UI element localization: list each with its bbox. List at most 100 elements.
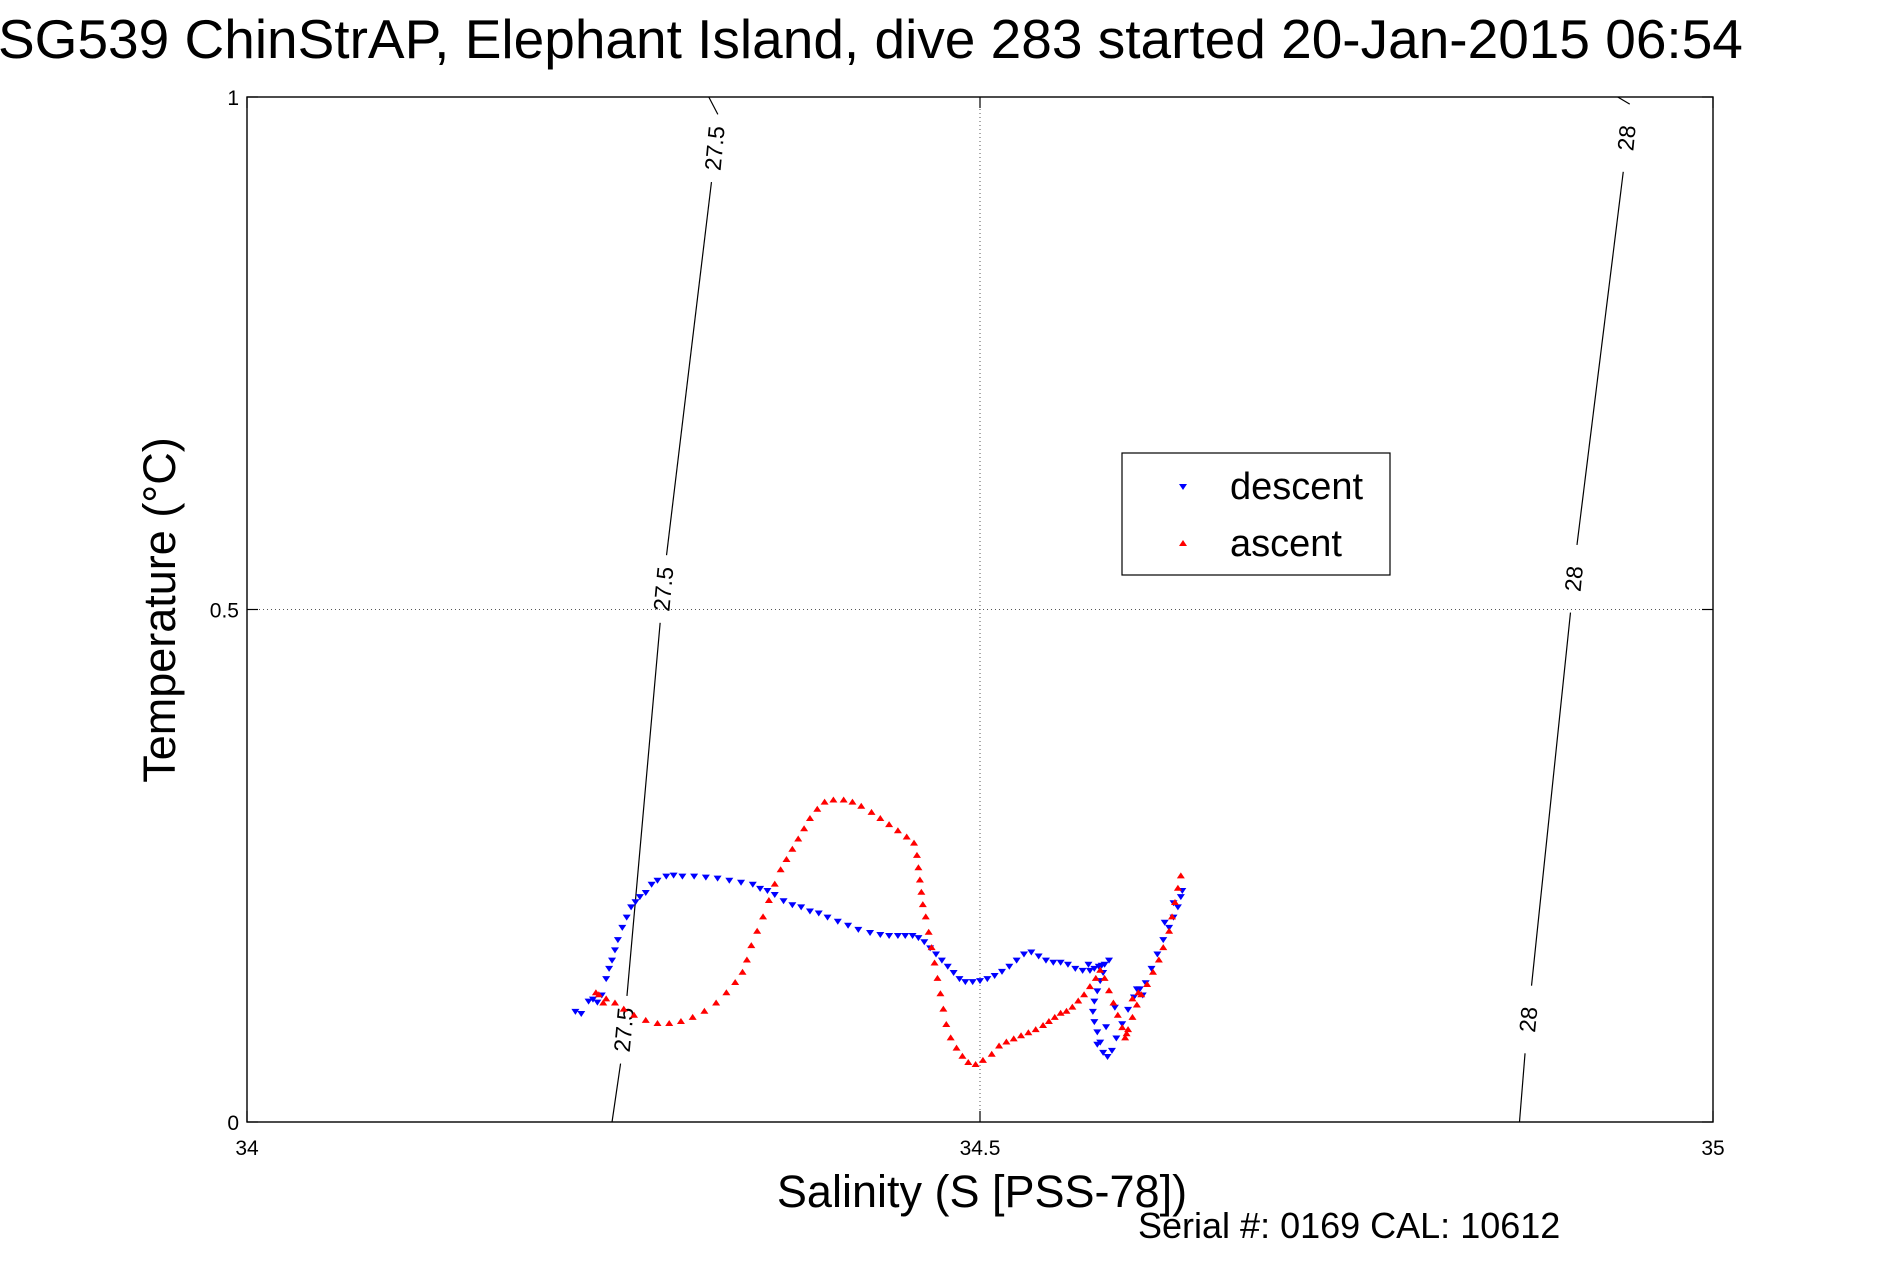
y-tick-label: 0.5 xyxy=(210,600,239,623)
ascent-point xyxy=(1122,1030,1131,1037)
ascent-point xyxy=(829,796,838,803)
ascent-point xyxy=(912,851,921,858)
descent-point xyxy=(1056,959,1065,966)
descent-point xyxy=(1153,951,1162,958)
descent-point xyxy=(756,885,765,892)
legend-box xyxy=(1121,452,1391,576)
ascent-point xyxy=(1124,1026,1133,1033)
descent-point xyxy=(653,877,662,884)
descent-point xyxy=(1173,904,1182,911)
ascent-point xyxy=(1170,899,1179,906)
descent-point xyxy=(631,899,640,906)
descent-point xyxy=(788,902,797,909)
descent-point xyxy=(983,976,992,983)
legend-descent-label: descent xyxy=(1230,466,1364,508)
ascent-point xyxy=(1134,989,1143,996)
descent-point xyxy=(701,874,710,881)
grid xyxy=(247,97,1713,1122)
descent-point xyxy=(737,879,746,886)
ascent-point xyxy=(722,989,731,996)
ascent-point xyxy=(738,968,747,975)
descent-point xyxy=(1132,986,1141,993)
descent-point xyxy=(662,873,671,880)
descent-point xyxy=(608,957,617,964)
ascent-point xyxy=(1128,1013,1137,1020)
descent-point xyxy=(920,939,929,946)
descent-point xyxy=(1147,965,1156,972)
descent-point xyxy=(854,926,863,933)
descent-point xyxy=(955,976,964,983)
ascent-point xyxy=(1068,1003,1077,1010)
descent-point xyxy=(1012,957,1021,964)
ascent-point xyxy=(1148,968,1157,975)
descent-point xyxy=(968,979,977,986)
descent-point xyxy=(713,875,722,882)
descent-point xyxy=(1041,957,1050,964)
descent-point xyxy=(618,924,627,931)
ascent-point xyxy=(1050,1013,1059,1020)
x-tick-label: 34 xyxy=(235,1137,259,1160)
ascent-point xyxy=(971,1061,980,1067)
descent-point xyxy=(823,914,832,921)
ascent-point xyxy=(1168,913,1177,920)
descent-point xyxy=(876,932,885,939)
descent-point xyxy=(937,957,946,964)
descent-point xyxy=(1005,963,1014,970)
ascent-point xyxy=(921,913,930,920)
ascent-point xyxy=(782,856,791,862)
descent-point xyxy=(1085,967,1094,974)
descent-point xyxy=(641,890,650,896)
ascent-point xyxy=(902,833,911,840)
ascent-point xyxy=(936,990,945,997)
legend-ascent-marker xyxy=(1179,540,1187,546)
descent-point xyxy=(605,965,614,972)
ascent-point xyxy=(1091,974,1100,981)
descent-point xyxy=(1099,1049,1108,1056)
descent-point xyxy=(1176,894,1185,901)
descent-point xyxy=(1159,937,1168,944)
ascent-point xyxy=(742,956,751,963)
ascent-point xyxy=(978,1056,987,1063)
descent-point xyxy=(613,937,622,944)
axis-ticks: 34 34.5 35 0 0.5 1 xyxy=(210,87,1725,1160)
density-contour-line xyxy=(1576,171,1624,545)
ascent-point xyxy=(1039,1022,1048,1029)
ascent-point xyxy=(712,999,721,1006)
ascent-point xyxy=(857,802,866,809)
ascent-point xyxy=(1154,956,1163,963)
ascent-point xyxy=(1074,997,1083,1004)
ascent-point xyxy=(820,798,829,805)
ascent-point xyxy=(813,805,822,812)
descent-point xyxy=(1019,951,1028,958)
ascent-point xyxy=(1017,1032,1026,1039)
descent-point xyxy=(932,951,941,958)
ascent-point xyxy=(1105,987,1114,994)
ascent-point xyxy=(1085,983,1094,990)
descent-point xyxy=(1110,1004,1119,1011)
descent-point xyxy=(1105,957,1114,964)
descent-point xyxy=(1129,994,1138,1001)
ascent-point xyxy=(1044,1017,1053,1024)
descent-point xyxy=(1100,961,1109,968)
ascent-point xyxy=(1173,884,1182,891)
ascent-point xyxy=(1096,966,1105,973)
ascent-point xyxy=(1056,1009,1065,1016)
descent-point xyxy=(588,996,597,1003)
ascent-series xyxy=(591,796,1185,1067)
ascent-point xyxy=(1113,1011,1122,1018)
ascent-point xyxy=(876,815,885,821)
ascent-point xyxy=(747,942,756,949)
descent-point xyxy=(647,881,656,888)
descent-point xyxy=(976,978,984,985)
ascent-point xyxy=(610,999,619,1006)
ascent-point xyxy=(794,835,803,842)
ascent-point xyxy=(1024,1029,1033,1036)
descent-point xyxy=(1090,1019,1099,1026)
ascent-point xyxy=(910,839,919,846)
ascent-point xyxy=(602,995,611,1002)
descent-point xyxy=(1049,959,1058,966)
descent-point xyxy=(1071,965,1080,972)
descent-point xyxy=(1107,1047,1116,1054)
ascent-point xyxy=(915,876,924,883)
ascent-point xyxy=(619,1005,628,1012)
